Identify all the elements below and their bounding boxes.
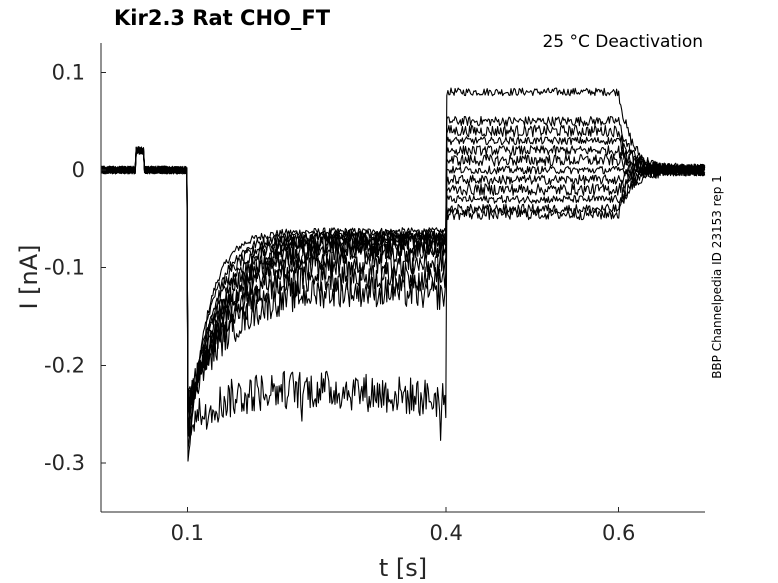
y-ticks: 0.1 0 -0.1 -0.2 -0.3 [44,60,106,475]
traces [100,87,706,462]
series-line [100,87,706,462]
series-line [100,146,706,406]
x-ticks: 0.1 0.4 0.6 [171,507,635,545]
y-tick-label: -0.2 [44,353,85,377]
y-tick-label: -0.3 [44,451,85,475]
x-tick-label: 0.1 [171,521,204,545]
y-tick-label: -0.1 [44,256,85,280]
side-label: BBP Channelpedia ID 23153 rep 1 [710,175,724,379]
y-tick-label: 0.1 [52,60,85,84]
series-line [100,149,706,441]
chart-title: Kir2.3 Rat CHO_FT [114,6,331,30]
series-line [100,147,706,417]
y-tick-label: 0 [72,158,85,182]
x-axis-label: t [s] [379,554,427,582]
chart-annotation: 25 °C Deactivation [542,32,703,52]
x-tick-label: 0.6 [602,521,635,545]
x-tick-label: 0.4 [429,521,462,545]
y-axis-label: I [nA] [15,244,43,309]
